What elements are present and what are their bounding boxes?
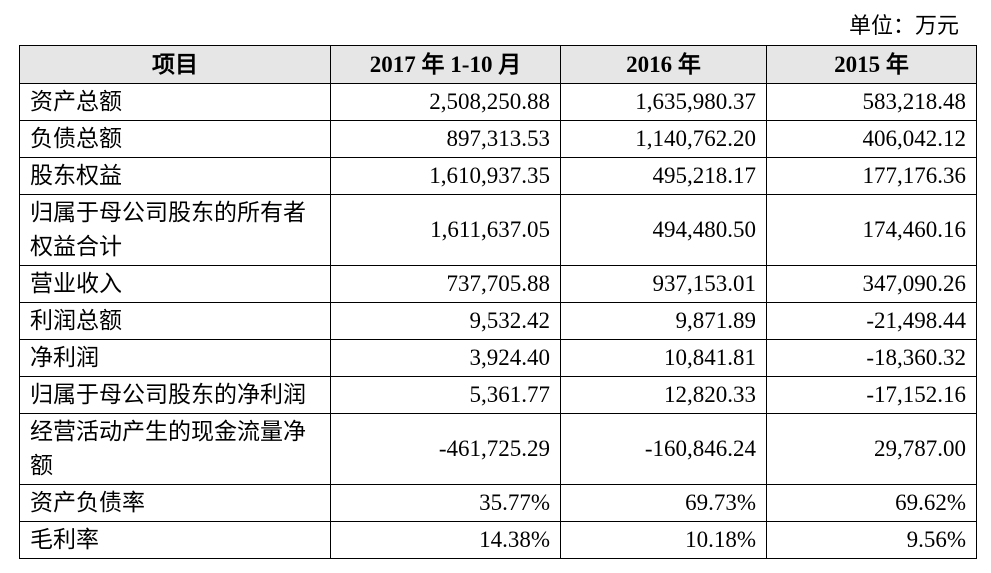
value-cell: 35.77% — [330, 484, 561, 522]
row-label: 毛利率 — [19, 521, 331, 559]
row-label: 负债总额 — [19, 120, 331, 158]
value-cell: 495,218.17 — [560, 157, 767, 195]
value-cell: 1,610,937.35 — [330, 157, 561, 195]
value-cell: 347,090.26 — [766, 265, 977, 303]
header-cell: 项目 — [19, 45, 331, 84]
value-cell: 937,153.01 — [560, 265, 767, 303]
value-cell: 69.73% — [560, 484, 767, 522]
header-cell: 2017 年 1-10 月 — [330, 45, 561, 84]
value-cell: 897,313.53 — [330, 120, 561, 158]
value-cell: -160,846.24 — [560, 413, 767, 485]
table-row: 经营活动产生的现金流量净额 -461,725.29 -160,846.24 29,78… — [19, 413, 977, 485]
row-label: 资产总额 — [19, 83, 331, 121]
table-row: 股东权益 1,610,937.35 495,218.17 177,176.36 — [19, 157, 977, 195]
table-row: 归属于母公司股东的所有者权益合计 1,611,637.05 494,480.50 17… — [19, 194, 977, 266]
row-label: 净利润 — [19, 339, 331, 377]
value-cell: 10.18% — [560, 521, 767, 559]
value-cell: -461,725.29 — [330, 413, 561, 485]
table-row: 资产负债率 35.77% 69.73% 69.62% — [19, 484, 977, 522]
value-cell: 177,176.36 — [766, 157, 977, 195]
row-label: 营业收入 — [19, 265, 331, 303]
value-cell: 14.38% — [330, 521, 561, 559]
value-cell: 69.62% — [766, 484, 977, 522]
value-cell: 29,787.00 — [766, 413, 977, 485]
table-row: 归属于母公司股东的净利润 5,361.77 12,820.33 -17,152.16 — [19, 376, 977, 414]
unit-label: 单位：万元 — [848, 13, 959, 38]
table-row: 负债总额 897,313.53 1,140,762.20 406,042.12 — [19, 120, 977, 158]
value-cell: 1,635,980.37 — [560, 83, 767, 121]
header-cell: 2015 年 — [766, 45, 977, 84]
value-cell: -18,360.32 — [766, 339, 977, 377]
value-cell: 9,532.42 — [330, 302, 561, 340]
table-row: 营业收入 737,705.88 937,153.01 347,090.26 — [19, 265, 977, 303]
value-cell: 9.56% — [766, 521, 977, 559]
value-cell: 583,218.48 — [766, 83, 977, 121]
table-row: 利润总额 9,532.42 9,871.89 -21,498.44 — [19, 302, 977, 340]
row-label: 经营活动产生的现金流量净额 — [19, 413, 331, 485]
value-cell: 12,820.33 — [560, 376, 767, 414]
row-label: 归属于母公司股东的净利润 — [19, 376, 331, 414]
table-body: 资产总额 2,508,250.88 1,635,980.37 583,218.48 负债… — [19, 83, 977, 559]
table-row: 净利润 3,924.40 10,841.81 -18,360.32 — [19, 339, 977, 377]
value-cell: 2,508,250.88 — [330, 83, 561, 121]
table-row: 资产总额 2,508,250.88 1,635,980.37 583,218.48 — [19, 83, 977, 121]
value-cell: 9,871.89 — [560, 302, 767, 340]
value-cell: 494,480.50 — [560, 194, 767, 266]
value-cell: 1,140,762.20 — [560, 120, 767, 158]
row-label: 资产负债率 — [19, 484, 331, 522]
header-cell: 2016 年 — [560, 45, 767, 84]
value-cell: 174,460.16 — [766, 194, 977, 266]
table-head: 项目 2017 年 1-10 月 2016 年 2015 年 — [19, 45, 977, 84]
value-cell: 5,361.77 — [330, 376, 561, 414]
value-cell: -17,152.16 — [766, 376, 977, 414]
value-cell: 10,841.81 — [560, 339, 767, 377]
value-cell: 3,924.40 — [330, 339, 561, 377]
value-cell: -21,498.44 — [766, 302, 977, 340]
row-label: 归属于母公司股东的所有者权益合计 — [19, 194, 331, 266]
value-cell: 1,611,637.05 — [330, 194, 561, 266]
data-table: 项目 2017 年 1-10 月 2016 年 2015 年 资产总额 2,508,25… — [19, 45, 977, 559]
row-label: 利润总额 — [19, 302, 331, 340]
row-label: 股东权益 — [19, 157, 331, 195]
table-row: 毛利率 14.38% 10.18% 9.56% — [19, 521, 977, 559]
value-cell: 737,705.88 — [330, 265, 561, 303]
header-row: 项目 2017 年 1-10 月 2016 年 2015 年 — [19, 45, 977, 84]
value-cell: 406,042.12 — [766, 120, 977, 158]
